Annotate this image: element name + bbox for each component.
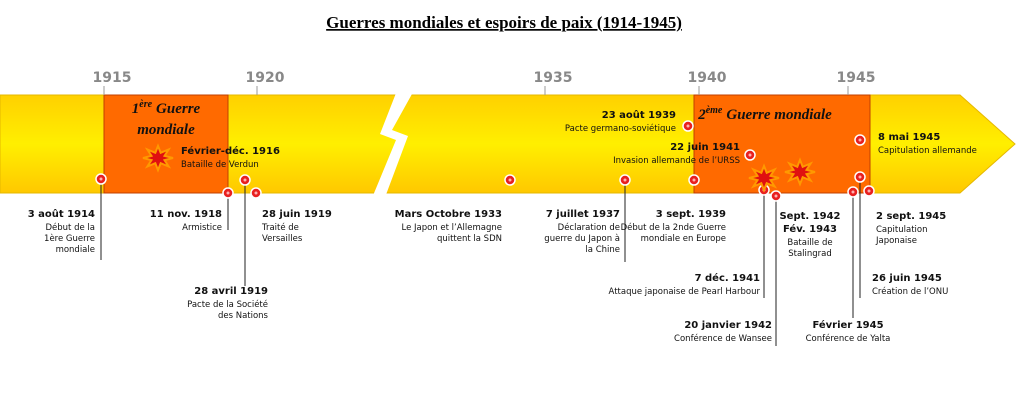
ww2-period: [693, 94, 871, 194]
event-date: 8 mai 1945: [878, 132, 940, 143]
period-part: 1: [132, 101, 140, 117]
event-date: 11 nov. 1918: [150, 209, 222, 220]
event-description: Stalingrad: [788, 249, 832, 259]
year-label: 1920: [246, 70, 285, 86]
event-description: Bataille de Verdun: [181, 160, 259, 170]
period-part: ère: [139, 99, 152, 110]
event-date: Février 1945: [812, 319, 883, 331]
event-description: Début de la: [46, 222, 96, 233]
event-description: Versailles: [262, 234, 303, 244]
event: 22 juin 1941 Invasion allemande de l’URSS: [613, 142, 756, 166]
title: Guerres mondiales et espoirs de paix (19…: [326, 13, 682, 32]
event-dot-center: [226, 191, 230, 195]
explosion: [784, 157, 816, 187]
year-label: 1915: [93, 70, 132, 86]
event-date: Fév. 1943: [783, 223, 837, 235]
event-date: Sept. 1942: [779, 211, 840, 222]
event-description: Attaque japonaise de Pearl Harbour: [609, 287, 761, 297]
event-date: 7 déc. 1941: [695, 272, 760, 284]
event-description: Le Japon et l’Allemagne: [401, 223, 502, 233]
event-description: Conférence de Yalta: [806, 333, 891, 344]
event-dot-center: [508, 178, 512, 182]
event-description: Conférence de Wansee: [674, 333, 772, 344]
event-dot-center: [858, 138, 862, 142]
event-date: 22 juin 1941: [670, 142, 740, 153]
period-part: Guerre: [156, 101, 201, 117]
period-part: 2: [697, 107, 706, 123]
event-description: Début de la 2nde Guerre: [621, 222, 726, 233]
event-description: 1ère Guerre: [44, 233, 95, 244]
event-dot-center: [748, 153, 752, 157]
event-date: Février-déc. 1916: [181, 145, 280, 157]
event-description: Création de l’ONU: [872, 286, 948, 297]
period-part: ème: [706, 105, 723, 116]
event-dot-center: [692, 178, 696, 182]
event: 26 juin 1945 Création de l’ONU: [854, 171, 948, 298]
event-description: Bataille de: [787, 238, 832, 248]
event-date: 23 août 1939: [602, 109, 676, 121]
event-dot-center: [851, 190, 855, 194]
year-label: 1945: [837, 70, 876, 86]
event-description: Japonaise: [875, 236, 917, 246]
year-label: 1935: [534, 70, 573, 86]
event-description: Capitulation allemande: [878, 146, 977, 156]
event: 7 déc. 1941 Attaque japonaise de Pearl Ha…: [609, 184, 770, 298]
period-title: mondiale: [137, 122, 195, 138]
period-part: Guerre mondiale: [726, 107, 832, 123]
event-description: la Chine: [585, 245, 620, 255]
explosion: [748, 163, 780, 193]
time-break: [372, 88, 412, 200]
event-date: 2 sept. 1945: [876, 211, 946, 222]
event-date: 28 juin 1919: [262, 209, 332, 220]
event-dot-center: [858, 175, 862, 179]
event-description: Invasion allemande de l’URSS: [613, 156, 740, 166]
year-label: 1940: [688, 70, 727, 86]
event-dot-center: [623, 178, 627, 182]
event-date: 26 juin 1945: [872, 273, 942, 284]
event: 3 sept. 1939 Début de la 2nde Guerremondi…: [621, 174, 726, 244]
period-title: 1ère Guerre: [132, 99, 201, 117]
event-description: Pacte de la Société: [187, 299, 268, 310]
event-dot-center: [99, 177, 103, 181]
event-description: mondiale en Europe: [641, 234, 726, 244]
event-date: 3 sept. 1939: [656, 209, 726, 220]
event-description: Armistice: [182, 223, 222, 233]
event: 23 août 1939 Pacte germano-soviétique: [565, 109, 694, 134]
event-description: mondiale: [56, 245, 95, 255]
event-date: 28 avril 1919: [194, 286, 268, 297]
event-date: Mars Octobre 1933: [395, 209, 502, 220]
event-description: guerre du Japon à: [544, 234, 620, 244]
event: 11 nov. 1918 Armistice: [150, 187, 234, 233]
event: Février-déc. 1916 Bataille de Verdun: [181, 145, 280, 170]
period-title: 2ème Guerre mondiale: [697, 105, 832, 123]
event-description: quittent la SDN: [437, 234, 502, 244]
event-dot-center: [686, 124, 690, 128]
event-dot-center: [867, 189, 871, 193]
event-dot-center: [774, 194, 778, 198]
ww1-period: [103, 94, 229, 194]
event-description: Pacte germano-soviétique: [565, 123, 676, 134]
event: Mars Octobre 1933 Le Japon et l’Allemagne…: [395, 174, 516, 244]
event-date: 7 juillet 1937: [546, 209, 620, 220]
event-date: 3 août 1914: [28, 208, 95, 220]
event-description: des Nations: [218, 311, 269, 321]
event-description: Déclaration de: [558, 222, 620, 233]
event-date: 20 janvier 1942: [684, 320, 772, 331]
event: 8 mai 1945 Capitulation allemande: [854, 132, 977, 156]
event-description: Traité de: [261, 222, 299, 233]
explosion: [142, 143, 174, 173]
event-dot-center: [254, 191, 258, 195]
event: 20 janvier 1942 Conférence de Wansee: [674, 190, 782, 346]
event-dot-center: [243, 178, 247, 182]
event-description: Capitulation: [876, 225, 927, 235]
event: Février 1945 Conférence de Yalta: [806, 186, 891, 344]
